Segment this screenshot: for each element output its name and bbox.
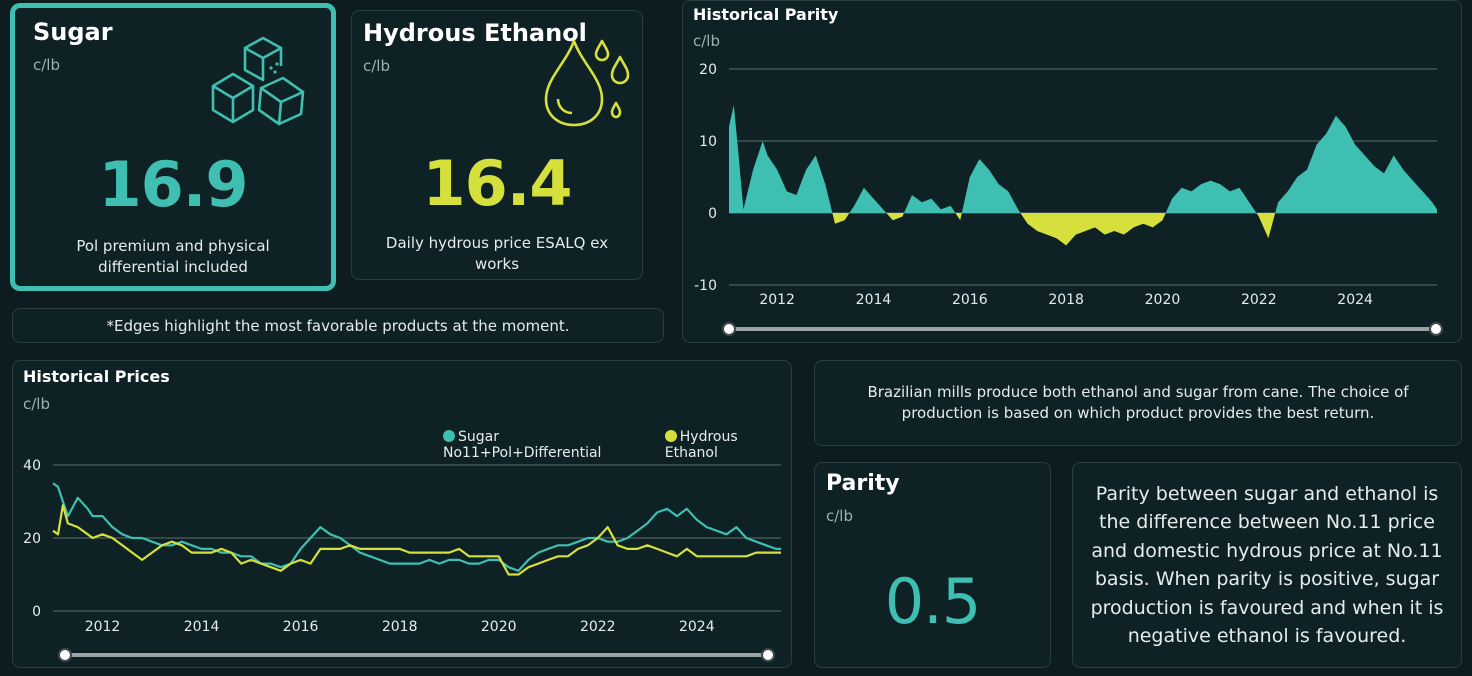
prices-y-tick-label: 20 <box>23 531 41 547</box>
parity-x-tick-label: 2012 <box>759 292 795 308</box>
prices-legend: Sugar No11+Pol+Differential Hydrous Etha… <box>443 429 791 461</box>
info-text: Brazilian mills produce both ethanol and… <box>867 383 1409 422</box>
ethanol-title: Hydrous Ethanol <box>363 19 587 47</box>
prices-y-tick-label: 0 <box>32 604 41 620</box>
parity-title: Parity <box>826 471 900 496</box>
ethanol-card[interactable]: Hydrous Ethanol c/lb 16.4 Daily hydrous … <box>351 10 643 280</box>
legend-sugar-dot <box>443 430 455 442</box>
prices-x-tick-label: 2020 <box>481 619 517 635</box>
parity-y-tick-label: 10 <box>699 134 717 150</box>
edge-note-text: *Edges highlight the most favorable prod… <box>106 316 570 335</box>
prices-slider-start-handle[interactable] <box>58 648 72 662</box>
parity-y-tick-label: 20 <box>699 62 717 78</box>
prices-y-tick-label: 40 <box>23 458 41 474</box>
prices-x-tick-label: 2012 <box>85 619 121 635</box>
prices-chart-title: Historical Prices <box>23 367 170 386</box>
parity-explanation-box: Parity between sugar and ethanol is the … <box>1072 462 1462 668</box>
parity-range-slider[interactable] <box>729 327 1437 331</box>
parity-x-tick-label: 2018 <box>1048 292 1084 308</box>
sugar-value: 16.9 <box>98 148 249 221</box>
parity-value: 0.5 <box>884 565 982 638</box>
historical-parity-panel: Historical Parity c/lb 20 10 0 -10 2012 2014 2… <box>682 0 1462 343</box>
sugar-cubes-icon <box>211 36 305 126</box>
legend-ethanol-label: Hydrous Ethanol <box>664 429 738 461</box>
parity-chart-unit: c/lb <box>693 32 720 50</box>
ethanol-desc: Daily hydrous price ESALQ ex works <box>385 234 609 273</box>
parity-chart: 20 10 0 -10 2012 2014 2016 2018 2020 2022 2024 <box>694 62 1437 308</box>
prices-x-tick-label: 2022 <box>580 619 616 635</box>
sugar-title: Sugar <box>33 18 113 46</box>
prices-x-tick-label: 2024 <box>679 619 715 635</box>
legend-sugar-label: Sugar No11+Pol+Differential <box>443 429 602 461</box>
prices-slider-end-handle[interactable] <box>761 648 775 662</box>
prices-range-slider[interactable] <box>65 653 769 657</box>
parity-negative-area <box>729 213 1437 246</box>
edge-note: *Edges highlight the most favorable prod… <box>12 308 664 343</box>
ethanol-unit: c/lb <box>363 57 390 75</box>
droplets-icon <box>544 39 630 127</box>
legend-item-sugar[interactable]: Sugar No11+Pol+Differential <box>443 429 655 461</box>
parity-x-tick-label: 2022 <box>1241 292 1277 308</box>
prices-chart: 40 20 0 2012 2014 2016 2018 2020 2022 2024 <box>23 458 781 635</box>
parity-slider-start-handle[interactable] <box>722 322 736 336</box>
sugar-unit: c/lb <box>33 56 60 74</box>
parity-x-tick-label: 2020 <box>1145 292 1181 308</box>
parity-chart-title: Historical Parity <box>693 5 839 24</box>
prices-chart-unit: c/lb <box>23 395 50 413</box>
parity-positive-area <box>729 105 1437 213</box>
parity-y-tick-label: 0 <box>708 206 717 222</box>
parity-y-tick-label: -10 <box>694 278 717 294</box>
historical-prices-panel: Historical Prices c/lb Sugar No11+Pol+Di… <box>12 360 792 668</box>
parity-explanation-text: Parity between sugar and ethanol is the … <box>1090 482 1444 648</box>
ethanol-price-line <box>52 504 781 576</box>
sugar-card[interactable]: Sugar c/lb 16.9 Pol premium and physical… <box>10 3 336 291</box>
legend-item-ethanol[interactable]: Hydrous Ethanol <box>664 429 791 461</box>
legend-ethanol-dot <box>664 430 677 442</box>
parity-x-tick-label: 2024 <box>1337 292 1373 308</box>
sugar-price-line <box>52 482 781 572</box>
ethanol-value: 16.4 <box>422 147 573 220</box>
sugar-desc: Pol premium and physical differential in… <box>76 237 270 276</box>
info-box: Brazilian mills produce both ethanol and… <box>814 360 1462 446</box>
parity-x-tick-label: 2014 <box>856 292 892 308</box>
parity-card[interactable]: Parity c/lb 0.5 <box>814 462 1051 668</box>
prices-x-tick-label: 2014 <box>184 619 220 635</box>
prices-x-tick-label: 2016 <box>283 619 319 635</box>
parity-unit: c/lb <box>826 507 853 525</box>
parity-slider-end-handle[interactable] <box>1429 322 1443 336</box>
prices-x-tick-label: 2018 <box>382 619 418 635</box>
parity-x-tick-label: 2016 <box>952 292 988 308</box>
